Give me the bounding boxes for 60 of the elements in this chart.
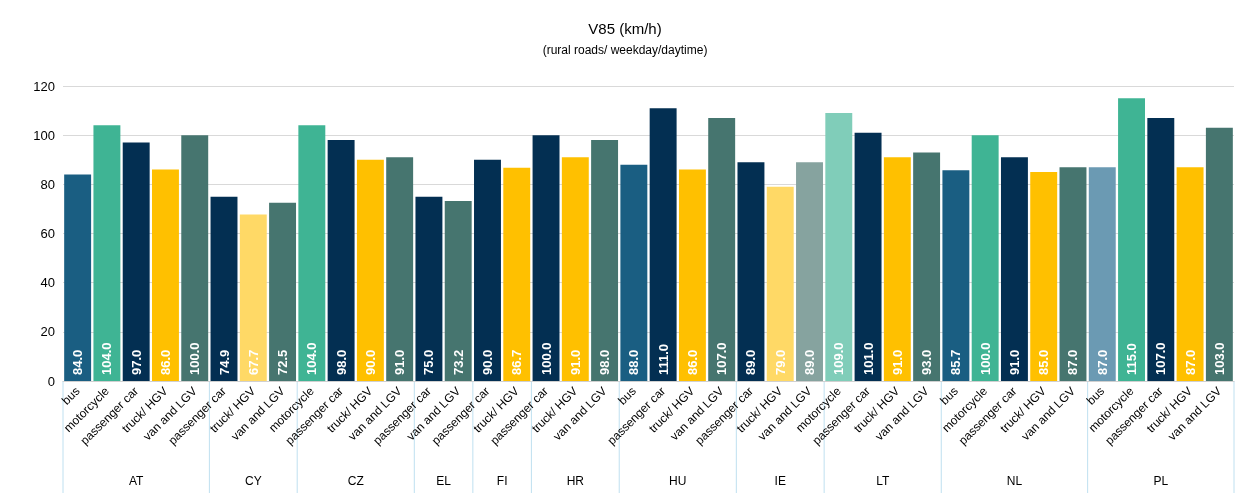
data-label: 89.0: [802, 349, 818, 375]
data-label: 86.0: [684, 349, 700, 375]
data-label: 100.0: [977, 342, 993, 375]
data-label: 85.0: [1036, 349, 1052, 375]
data-label: 86.0: [157, 349, 173, 375]
text: CY: [244, 474, 262, 488]
data-label: 87.0: [1094, 349, 1110, 375]
data-label: 91.0: [567, 349, 583, 375]
data-label: 101.0: [860, 342, 876, 375]
data-label: 107.0: [714, 342, 730, 375]
y-tick-label: 0: [47, 373, 55, 389]
y-tick-label: 80: [40, 176, 55, 192]
text: HR: [566, 474, 585, 488]
text: IE: [774, 474, 786, 488]
data-label: 85.7: [948, 349, 964, 375]
text: NL: [1006, 474, 1023, 488]
data-label: 89.0: [743, 349, 759, 375]
text: PL: [1153, 474, 1169, 488]
data-label: 84.0: [70, 349, 86, 375]
chart-title: V85 (km/h): [588, 20, 662, 37]
data-label: 73.2: [450, 349, 466, 375]
y-tick-label: 60: [40, 226, 55, 241]
data-label: 115.0: [1124, 343, 1140, 375]
data-label: 67.7: [245, 349, 261, 375]
data-label: 107.0: [1153, 342, 1169, 375]
data-label: 74.9: [216, 349, 232, 375]
text: HU: [669, 474, 687, 488]
data-label: 91.0: [889, 349, 905, 375]
data-label: 98.0: [333, 349, 349, 375]
data-label: 88.0: [626, 349, 642, 375]
data-label: 90.0: [479, 349, 495, 375]
data-label: 93.0: [919, 349, 935, 375]
data-label: 111.0: [655, 343, 671, 375]
data-label: 90.0: [362, 349, 378, 375]
text: FI: [496, 474, 508, 488]
data-label: 75.0: [421, 349, 437, 375]
data-label: 97.0: [128, 349, 144, 375]
y-tick-label: 20: [40, 324, 55, 340]
data-label: 91.0: [392, 349, 408, 375]
text: EL: [436, 474, 452, 488]
data-label: 91.0: [1006, 349, 1022, 375]
data-label: 104.0: [99, 342, 115, 375]
data-label: 87.0: [1182, 349, 1198, 375]
data-label: 86.7: [509, 349, 525, 375]
y-tick-label: 100: [33, 127, 55, 143]
text: AT: [128, 474, 145, 488]
data-label: 72.5: [275, 349, 291, 375]
data-label: 109.0: [831, 342, 847, 375]
data-label: 104.0: [304, 342, 320, 375]
data-label: 87.0: [1065, 349, 1081, 375]
y-tick-label: 40: [40, 275, 55, 291]
data-label: 100.0: [187, 342, 203, 375]
data-label: 100.0: [538, 342, 554, 375]
data-label: 103.0: [1211, 342, 1227, 375]
text: LT: [876, 474, 890, 488]
data-label: 98.0: [597, 349, 613, 375]
text: CZ: [347, 474, 364, 488]
chart-subtitle: (rural roads/ weekday/daytime): [542, 43, 708, 57]
data-label: 79.0: [772, 349, 788, 375]
y-tick-label: 120: [33, 78, 55, 94]
